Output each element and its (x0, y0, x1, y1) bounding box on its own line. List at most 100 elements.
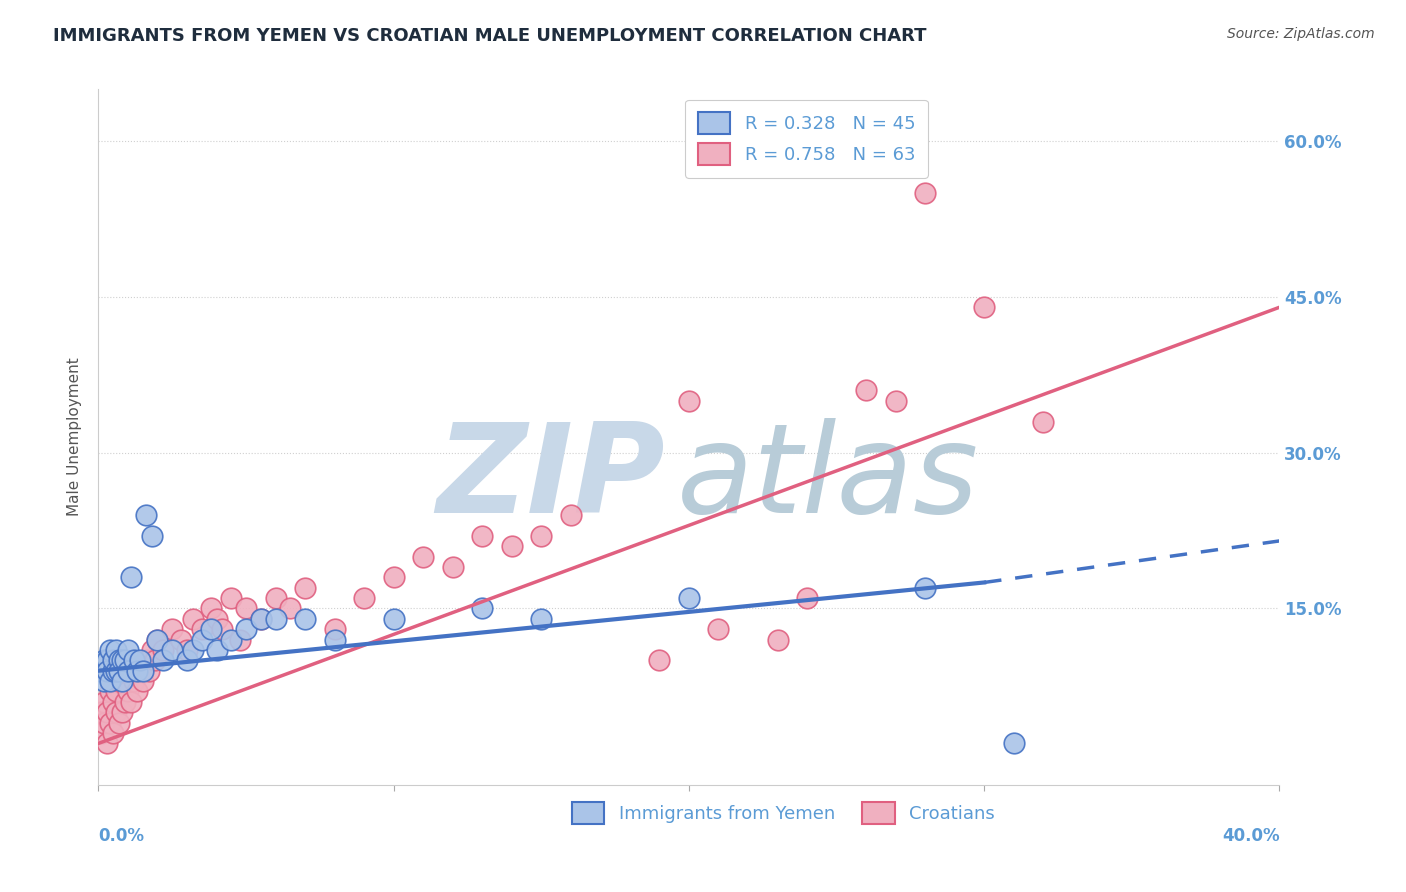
Point (501, 539, 523, 553)
Point (98, 674, 121, 689)
Point (264, 591, 287, 605)
Point (353, 591, 375, 605)
Point (125, 684, 148, 698)
Text: ZIP: ZIP (437, 418, 665, 540)
Point (323, 622, 346, 636)
Y-axis label: Male Unemployment: Male Unemployment (67, 358, 83, 516)
Text: atlas: atlas (678, 418, 979, 540)
Point (122, 653, 145, 667)
Point (98, 643, 121, 657)
Point (211, 622, 233, 636)
Point (146, 632, 169, 647)
Point (132, 674, 155, 689)
Point (128, 653, 150, 667)
Point (141, 529, 163, 543)
Point (884, 393, 907, 408)
Point (135, 653, 157, 667)
Point (93, 674, 115, 689)
Point (90, 664, 112, 678)
Legend: Immigrants from Yemen, Croatians: Immigrants from Yemen, Croatians (565, 795, 1002, 831)
Point (93, 695, 115, 709)
Point (125, 664, 148, 678)
Point (93, 715, 115, 730)
Point (90, 706, 112, 720)
Point (294, 581, 316, 595)
Point (138, 664, 160, 678)
Text: IMMIGRANTS FROM YEMEN VS CROATIAN MALE UNEMPLOYMENT CORRELATION CHART: IMMIGRANTS FROM YEMEN VS CROATIAN MALE U… (53, 27, 927, 45)
Point (111, 653, 134, 667)
Point (96, 736, 118, 750)
Point (250, 612, 273, 626)
Point (114, 653, 136, 667)
Point (108, 715, 131, 730)
Point (181, 643, 204, 657)
Text: Source: ZipAtlas.com: Source: ZipAtlas.com (1227, 27, 1375, 41)
Point (170, 632, 193, 647)
Point (117, 684, 139, 698)
Point (471, 529, 494, 543)
Point (117, 664, 139, 678)
Point (146, 632, 169, 647)
Point (122, 674, 145, 689)
Point (1032, 415, 1054, 429)
Point (120, 570, 142, 584)
Point (103, 695, 125, 709)
Point (205, 612, 228, 626)
Point (143, 653, 166, 667)
Point (382, 570, 405, 584)
Point (412, 549, 434, 564)
Point (141, 643, 163, 657)
Point (103, 664, 125, 678)
Text: 40.0%: 40.0% (1222, 827, 1279, 845)
Point (120, 695, 142, 709)
Point (221, 591, 243, 605)
Point (96, 706, 118, 720)
Point (235, 601, 257, 615)
Point (96, 664, 118, 678)
Point (264, 612, 287, 626)
Point (111, 674, 134, 689)
Point (382, 612, 405, 626)
Point (162, 622, 183, 636)
Point (530, 529, 553, 543)
Point (176, 643, 198, 657)
Point (108, 653, 131, 667)
Point (648, 653, 671, 667)
Point (200, 601, 222, 615)
Point (678, 393, 700, 408)
Point (250, 612, 273, 626)
Point (108, 674, 131, 689)
Point (98, 684, 121, 698)
Point (114, 695, 136, 709)
Point (973, 300, 995, 314)
Point (181, 612, 204, 626)
Point (530, 612, 553, 626)
Point (105, 684, 128, 698)
Point (135, 508, 157, 522)
Point (205, 643, 228, 657)
Point (914, 186, 936, 200)
Point (176, 653, 198, 667)
Point (152, 653, 174, 667)
Point (471, 601, 494, 615)
Point (162, 643, 183, 657)
Point (152, 643, 174, 657)
Point (105, 706, 128, 720)
Point (111, 664, 134, 678)
Point (105, 643, 128, 657)
Point (111, 706, 134, 720)
Point (103, 726, 125, 740)
Point (855, 384, 877, 398)
Point (229, 632, 252, 647)
Point (914, 581, 936, 595)
Point (117, 643, 139, 657)
Text: 0.0%: 0.0% (98, 827, 145, 845)
Point (707, 622, 730, 636)
Point (766, 632, 789, 647)
Point (96, 653, 118, 667)
Point (221, 632, 243, 647)
Point (560, 508, 582, 522)
Point (105, 664, 128, 678)
Point (280, 601, 302, 615)
Point (108, 664, 131, 678)
